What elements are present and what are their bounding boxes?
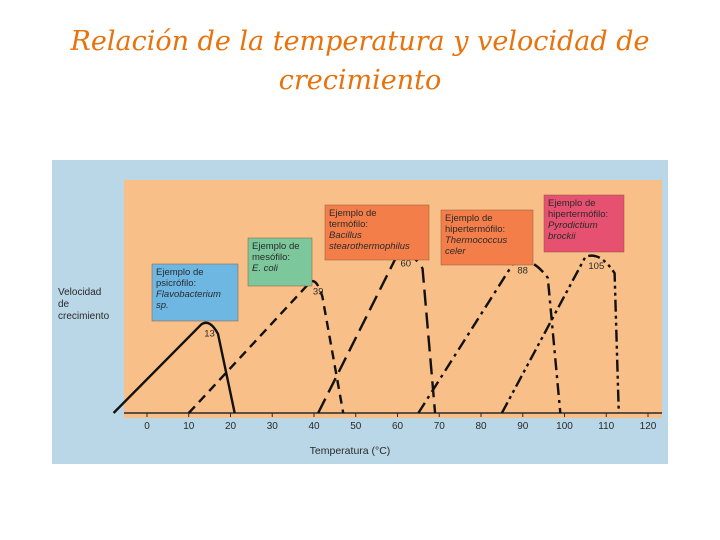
peak-temperature-label: 88 bbox=[517, 266, 528, 277]
slide-title-line-1: Relación de la temperatura y velocidad d… bbox=[70, 26, 650, 57]
organism-example-text: Ejemplo de bbox=[445, 213, 493, 224]
organism-example-text: termófilo: bbox=[329, 219, 368, 230]
organism-example-text: hipertermófilo: bbox=[445, 224, 505, 235]
organism-example-text: Ejemplo de bbox=[548, 198, 596, 209]
organism-example-text: Ejemplo de bbox=[156, 267, 204, 278]
peak-temperature-label: 13 bbox=[204, 328, 215, 339]
growth-curve bbox=[500, 254, 620, 414]
x-tick-label: 50 bbox=[350, 421, 362, 432]
organism-example-text: Thermococcus bbox=[445, 235, 508, 246]
organism-example-text: psicrófilo: bbox=[156, 278, 196, 289]
x-tick-label: 40 bbox=[308, 421, 320, 432]
x-tick-label: 0 bbox=[144, 421, 150, 432]
x-tick-label: 70 bbox=[434, 421, 446, 432]
x-tick-label: 30 bbox=[267, 421, 279, 432]
organism-example-box bbox=[543, 194, 625, 253]
y-axis-label-line-3: crecimiento bbox=[58, 311, 110, 322]
x-axis-label: Temperatura (°C) bbox=[310, 445, 391, 457]
x-tick-label: 20 bbox=[225, 421, 237, 432]
organism-example-text: celer bbox=[445, 246, 466, 257]
x-tick-label: 80 bbox=[475, 421, 487, 432]
organism-example-text: sp. bbox=[156, 300, 169, 311]
x-tick-label: 90 bbox=[517, 421, 529, 432]
growth-curve bbox=[187, 279, 345, 414]
organism-example-box bbox=[247, 237, 313, 287]
growth-rate-chart: 0 10 20 30 40 50 60 70 80 90 100 110 120 13 Ejemplo de… bbox=[58, 180, 662, 457]
peak-temperature-label: 39 bbox=[313, 287, 324, 298]
organism-example-box bbox=[151, 263, 239, 322]
slide-title-line-2: crecimiento bbox=[278, 65, 442, 97]
y-axis-label-line-1: Velocidad bbox=[58, 287, 101, 298]
slide-title: Relación de la temperatura y velocidad d… bbox=[60, 22, 660, 100]
organism-example-text: stearothermophilus bbox=[329, 241, 410, 252]
x-tick-label: 60 bbox=[392, 421, 404, 432]
organism-example-text: Ejemplo de bbox=[252, 241, 300, 252]
organism-example-box bbox=[324, 204, 430, 261]
organism-example-text: Flavobacterium bbox=[156, 289, 221, 300]
organism-example-text: Pyrodictium bbox=[548, 220, 598, 231]
growth-curve bbox=[112, 321, 236, 414]
organism-example-text: E. coli bbox=[252, 263, 279, 274]
organism-example-text: mesófilo: bbox=[252, 252, 290, 263]
organism-example-text: hipertermófilo: bbox=[548, 209, 608, 220]
x-tick-label: 110 bbox=[598, 421, 614, 432]
x-tick-label: 100 bbox=[556, 421, 573, 432]
x-tick-label: 120 bbox=[640, 421, 657, 432]
peak-temperature-label: 105 bbox=[588, 261, 604, 272]
y-axis-label-line-2: de bbox=[58, 299, 70, 310]
x-tick-label: 10 bbox=[183, 421, 195, 432]
organism-example-text: Ejemplo de bbox=[329, 208, 377, 219]
organism-example-box bbox=[440, 209, 534, 266]
peak-temperature-label: 60 bbox=[401, 259, 412, 270]
organism-example-text: Bacillus bbox=[329, 230, 362, 241]
chart-figure: 0 10 20 30 40 50 60 70 80 90 100 110 120 13 Ejemplo de… bbox=[52, 160, 668, 464]
organism-example-text: brockii bbox=[548, 231, 576, 242]
